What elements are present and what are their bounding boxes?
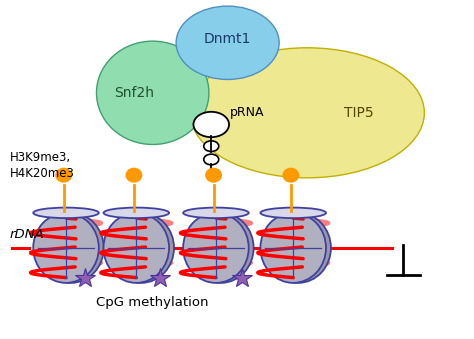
Ellipse shape [183, 213, 249, 283]
Ellipse shape [205, 168, 222, 183]
Ellipse shape [283, 168, 299, 183]
Ellipse shape [103, 213, 169, 283]
Ellipse shape [190, 48, 424, 178]
Ellipse shape [265, 213, 331, 283]
Ellipse shape [33, 207, 99, 218]
Text: Snf2h: Snf2h [114, 86, 154, 100]
Text: Dnmt1: Dnmt1 [204, 33, 251, 46]
Ellipse shape [260, 207, 326, 218]
Ellipse shape [109, 213, 174, 283]
Ellipse shape [260, 213, 326, 283]
Ellipse shape [103, 207, 169, 218]
Circle shape [193, 112, 229, 137]
Text: H3K9me3,
H4K20me3: H3K9me3, H4K20me3 [10, 151, 75, 180]
Ellipse shape [188, 213, 254, 283]
Text: rDNA: rDNA [10, 228, 45, 241]
Ellipse shape [183, 207, 249, 218]
Ellipse shape [97, 41, 209, 144]
Circle shape [204, 141, 219, 152]
Ellipse shape [33, 213, 99, 283]
Ellipse shape [55, 168, 72, 183]
Ellipse shape [126, 168, 142, 183]
Ellipse shape [38, 213, 104, 283]
Text: CpG methylation: CpG methylation [96, 296, 209, 309]
Ellipse shape [176, 6, 279, 79]
Text: TIP5: TIP5 [344, 106, 374, 120]
Text: pRNA: pRNA [230, 106, 264, 119]
Circle shape [204, 154, 219, 165]
